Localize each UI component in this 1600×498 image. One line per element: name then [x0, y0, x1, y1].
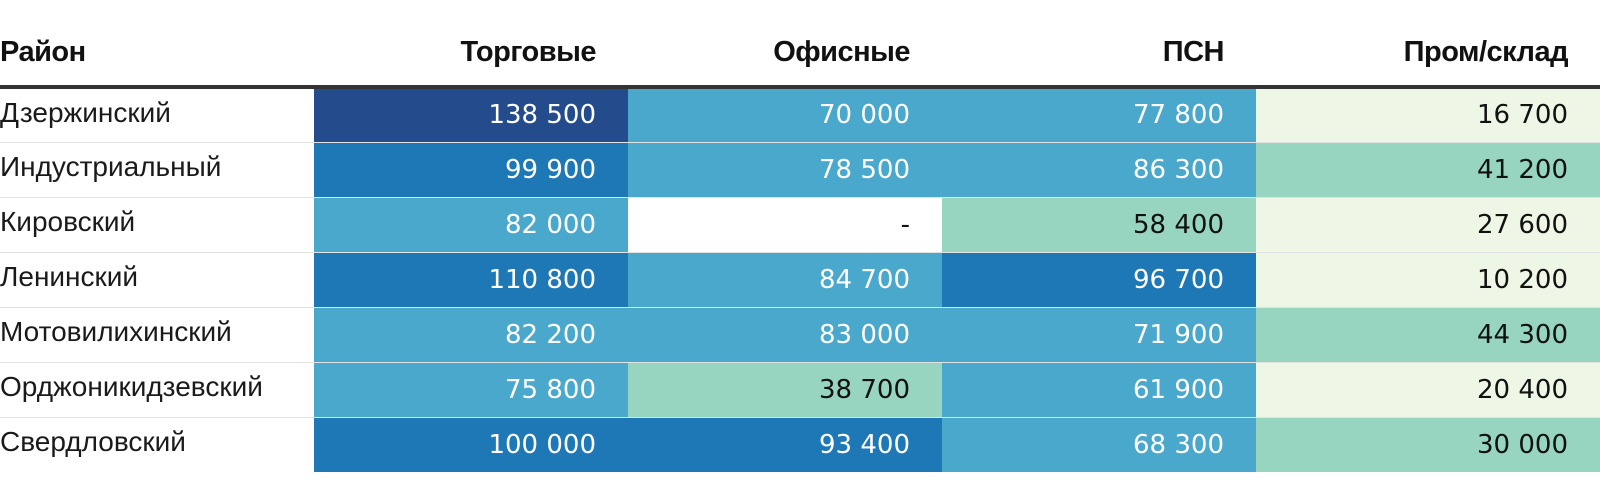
- cell-industrial: 41 200: [1256, 142, 1600, 198]
- cell-industrial: 20 400: [1256, 362, 1600, 418]
- column-header-district: Район: [0, 0, 314, 89]
- cell-psn: 58 400: [942, 197, 1256, 253]
- table-row: Кировский 82 000-58 400 27 600: [0, 197, 1600, 253]
- district-name: Орджоникидзевский: [0, 362, 314, 418]
- cell-retail: 110 800: [314, 252, 628, 308]
- table-row: Дзержинский 138 500 70 000 77 800 16 700: [0, 87, 1600, 143]
- table-row: Ленинский 110 800 84 700 96 700 10 200: [0, 252, 1600, 308]
- table-row: Свердловский 100 000 93 400 68 300 30 000: [0, 417, 1600, 472]
- table-row: Индустриальный 99 900 78 500 86 300 41 200: [0, 142, 1600, 198]
- cell-office: 84 700: [628, 252, 942, 308]
- cell-psn: 77 800: [942, 87, 1256, 143]
- cell-retail: 99 900: [314, 142, 628, 198]
- cell-psn: 86 300: [942, 142, 1256, 198]
- cell-industrial: 10 200: [1256, 252, 1600, 308]
- cell-retail: 75 800: [314, 362, 628, 418]
- cell-psn: 71 900: [942, 307, 1256, 363]
- cell-psn: 68 300: [942, 417, 1256, 472]
- cell-office: 70 000: [628, 87, 942, 143]
- cell-industrial: 27 600: [1256, 197, 1600, 253]
- cell-office: -: [628, 197, 942, 253]
- cell-office: 38 700: [628, 362, 942, 418]
- column-header-office: Офисные: [628, 0, 942, 89]
- district-name: Кировский: [0, 197, 314, 253]
- cell-retail: 100 000: [314, 417, 628, 472]
- rent-rates-table: Район Торговые Офисные ПСН Пром/склад Дз…: [0, 0, 1600, 472]
- cell-office: 78 500: [628, 142, 942, 198]
- table-body: Дзержинский 138 500 70 000 77 800 16 700 Инду…: [0, 87, 1600, 472]
- cell-office: 83 000: [628, 307, 942, 363]
- cell-retail: 82 200: [314, 307, 628, 363]
- district-name: Дзержинский: [0, 87, 314, 143]
- cell-retail: 82 000: [314, 197, 628, 253]
- cell-industrial: 16 700: [1256, 87, 1600, 143]
- district-name: Мотовилихинский: [0, 307, 314, 363]
- district-name: Индустриальный: [0, 142, 314, 198]
- cell-psn: 96 700: [942, 252, 1256, 308]
- header-row: Район Торговые Офисные ПСН Пром/склад: [0, 0, 1600, 89]
- table-row: Орджоникидзевский 75 800 38 700 61 900 20 40…: [0, 362, 1600, 418]
- column-header-psn: ПСН: [942, 0, 1256, 89]
- column-header-retail: Торговые: [314, 0, 628, 89]
- cell-industrial: 30 000: [1256, 417, 1600, 472]
- column-header-industrial: Пром/склад: [1256, 0, 1600, 89]
- table-row: Мотовилихинский 82 200 83 000 71 900 44 300: [0, 307, 1600, 363]
- cell-industrial: 44 300: [1256, 307, 1600, 363]
- district-name: Свердловский: [0, 417, 314, 472]
- cell-psn: 61 900: [942, 362, 1256, 418]
- district-name: Ленинский: [0, 252, 314, 308]
- cell-retail: 138 500: [314, 87, 628, 143]
- cell-office: 93 400: [628, 417, 942, 472]
